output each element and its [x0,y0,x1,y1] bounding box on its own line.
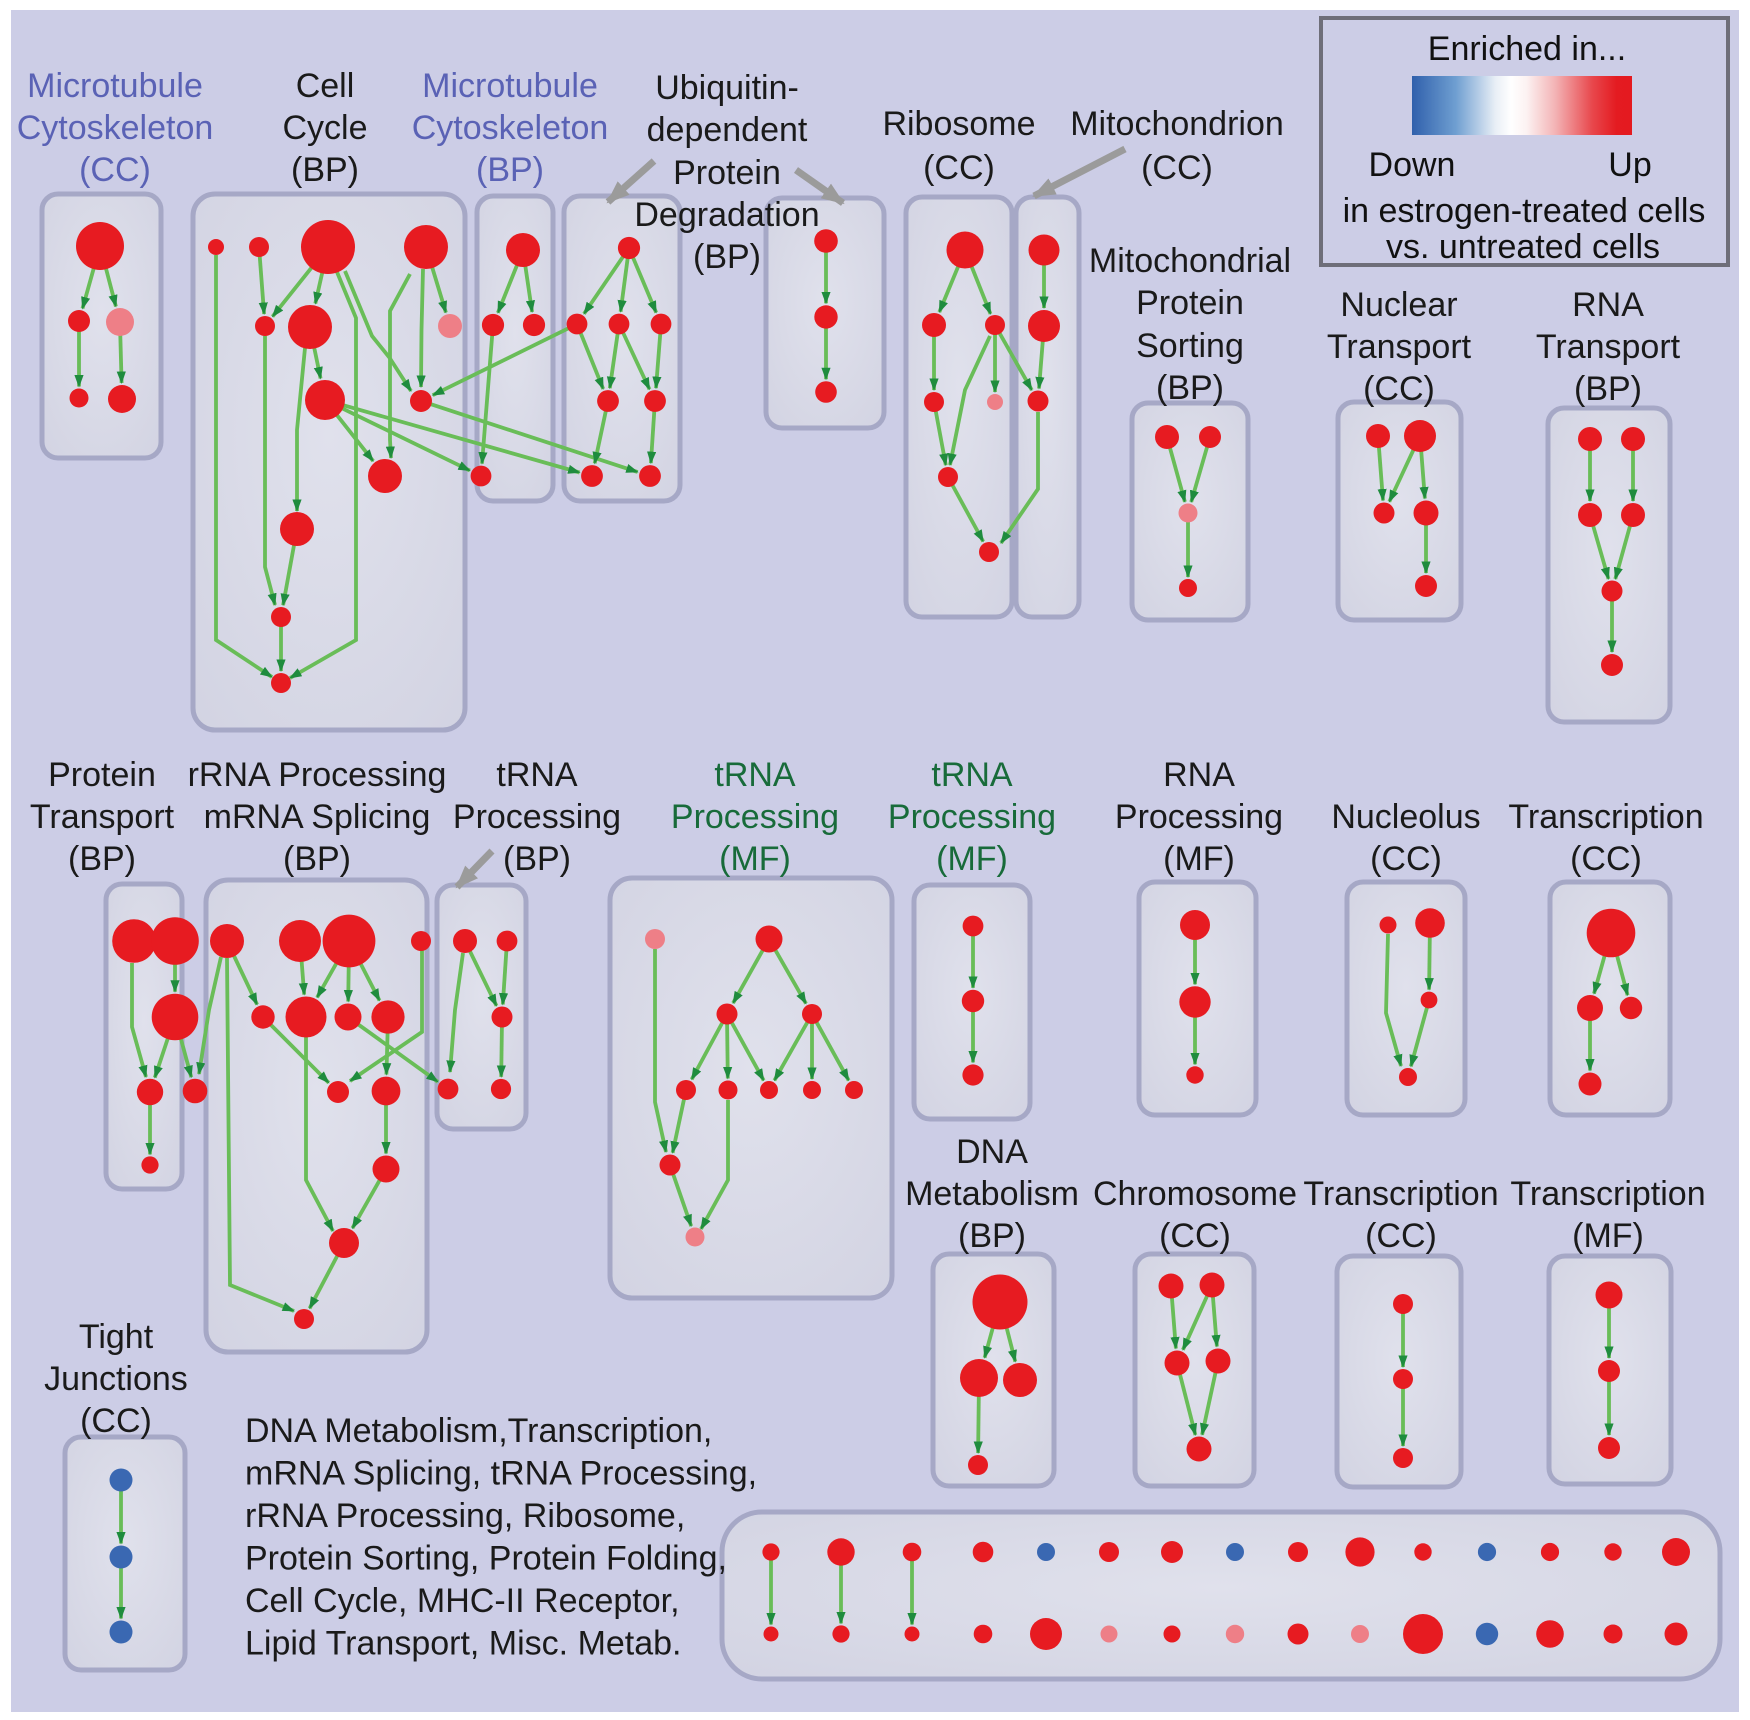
svg-text:(BP): (BP) [291,151,359,189]
svg-text:Transcription: Transcription [1510,1175,1705,1213]
svg-text:Tight: Tight [79,1318,154,1356]
svg-text:Protein: Protein [48,756,156,794]
svg-text:Sorting: Sorting [1136,327,1244,365]
svg-text:(MF): (MF) [936,840,1008,878]
svg-text:(BP): (BP) [476,151,544,189]
svg-text:(CC): (CC) [1141,149,1213,187]
svg-text:Junctions: Junctions [44,1360,188,1398]
svg-text:Nucleolus: Nucleolus [1331,798,1480,836]
svg-text:(BP): (BP) [958,1217,1026,1255]
svg-text:DNA: DNA [956,1133,1028,1171]
svg-text:Down: Down [1369,146,1456,184]
svg-text:(BP): (BP) [1156,369,1224,407]
svg-text:Cell: Cell [296,67,355,105]
svg-text:(CC): (CC) [79,151,151,189]
svg-text:Processing: Processing [453,798,621,836]
svg-text:(BP): (BP) [693,238,761,276]
svg-text:mRNA Splicing: mRNA Splicing [204,798,431,836]
svg-text:(MF): (MF) [1572,1217,1644,1255]
svg-text:Ribosome: Ribosome [882,105,1035,143]
svg-text:in estrogen-treated cells: in estrogen-treated cells [1343,192,1706,230]
svg-text:Lipid Transport, Misc. Metab.: Lipid Transport, Misc. Metab. [245,1625,682,1663]
svg-text:Up: Up [1608,146,1651,184]
svg-text:Processing: Processing [1115,798,1283,836]
svg-text:(BP): (BP) [68,840,136,878]
svg-text:tRNA: tRNA [931,756,1013,794]
svg-text:Cell Cycle, MHC-II Receptor,: Cell Cycle, MHC-II Receptor, [245,1582,680,1620]
svg-text:(CC): (CC) [1363,370,1435,408]
svg-text:rRNA Processing: rRNA Processing [188,756,447,794]
svg-text:RNA: RNA [1163,756,1235,794]
svg-text:Metabolism: Metabolism [905,1175,1079,1213]
svg-text:Transport: Transport [1536,328,1681,366]
svg-text:DNA Metabolism,Transcription,: DNA Metabolism,Transcription, [245,1412,712,1450]
svg-text:Protein Sorting, Protein Foldi: Protein Sorting, Protein Folding, [245,1540,727,1578]
svg-text:vs. untreated cells: vs. untreated cells [1386,228,1660,266]
svg-text:Mitochondrion: Mitochondrion [1070,105,1284,143]
svg-text:Chromosome: Chromosome [1093,1175,1297,1213]
svg-text:(BP): (BP) [503,840,571,878]
svg-text:tRNA: tRNA [714,756,796,794]
svg-text:(CC): (CC) [1370,840,1442,878]
svg-text:Mitochondrial: Mitochondrial [1089,242,1291,280]
svg-text:Transcription: Transcription [1508,798,1703,836]
svg-text:rRNA Processing, Ribosome,: rRNA Processing, Ribosome, [245,1497,685,1535]
svg-text:(MF): (MF) [719,840,791,878]
svg-text:(MF): (MF) [1163,840,1235,878]
svg-text:tRNA: tRNA [496,756,578,794]
svg-text:Ubiquitin-: Ubiquitin- [655,69,799,107]
svg-text:Transport: Transport [30,798,175,836]
svg-text:(CC): (CC) [1570,840,1642,878]
svg-text:RNA: RNA [1572,286,1644,324]
svg-text:Microtubule: Microtubule [422,67,598,105]
svg-text:Protein: Protein [1136,284,1244,322]
svg-text:(CC): (CC) [923,149,995,187]
svg-text:mRNA Splicing, tRNA Processing: mRNA Splicing, tRNA Processing, [245,1455,757,1493]
svg-text:Transport: Transport [1327,328,1472,366]
svg-text:Nuclear: Nuclear [1340,286,1457,324]
svg-text:Processing: Processing [888,798,1056,836]
svg-text:Cycle: Cycle [282,109,367,147]
svg-text:Microtubule: Microtubule [27,67,203,105]
svg-text:Degradation: Degradation [634,196,819,234]
svg-text:(CC): (CC) [1365,1217,1437,1255]
svg-text:(CC): (CC) [80,1402,152,1440]
svg-text:Cytoskeleton: Cytoskeleton [17,109,214,147]
svg-text:Transcription: Transcription [1303,1175,1498,1213]
svg-text:dependent: dependent [647,111,808,149]
svg-text:Cytoskeleton: Cytoskeleton [412,109,609,147]
svg-text:(BP): (BP) [283,840,351,878]
svg-text:Protein: Protein [673,154,781,192]
svg-text:Processing: Processing [671,798,839,836]
svg-text:(BP): (BP) [1574,370,1642,408]
svg-text:Enriched in...: Enriched in... [1428,30,1626,68]
svg-text:(CC): (CC) [1159,1217,1231,1255]
